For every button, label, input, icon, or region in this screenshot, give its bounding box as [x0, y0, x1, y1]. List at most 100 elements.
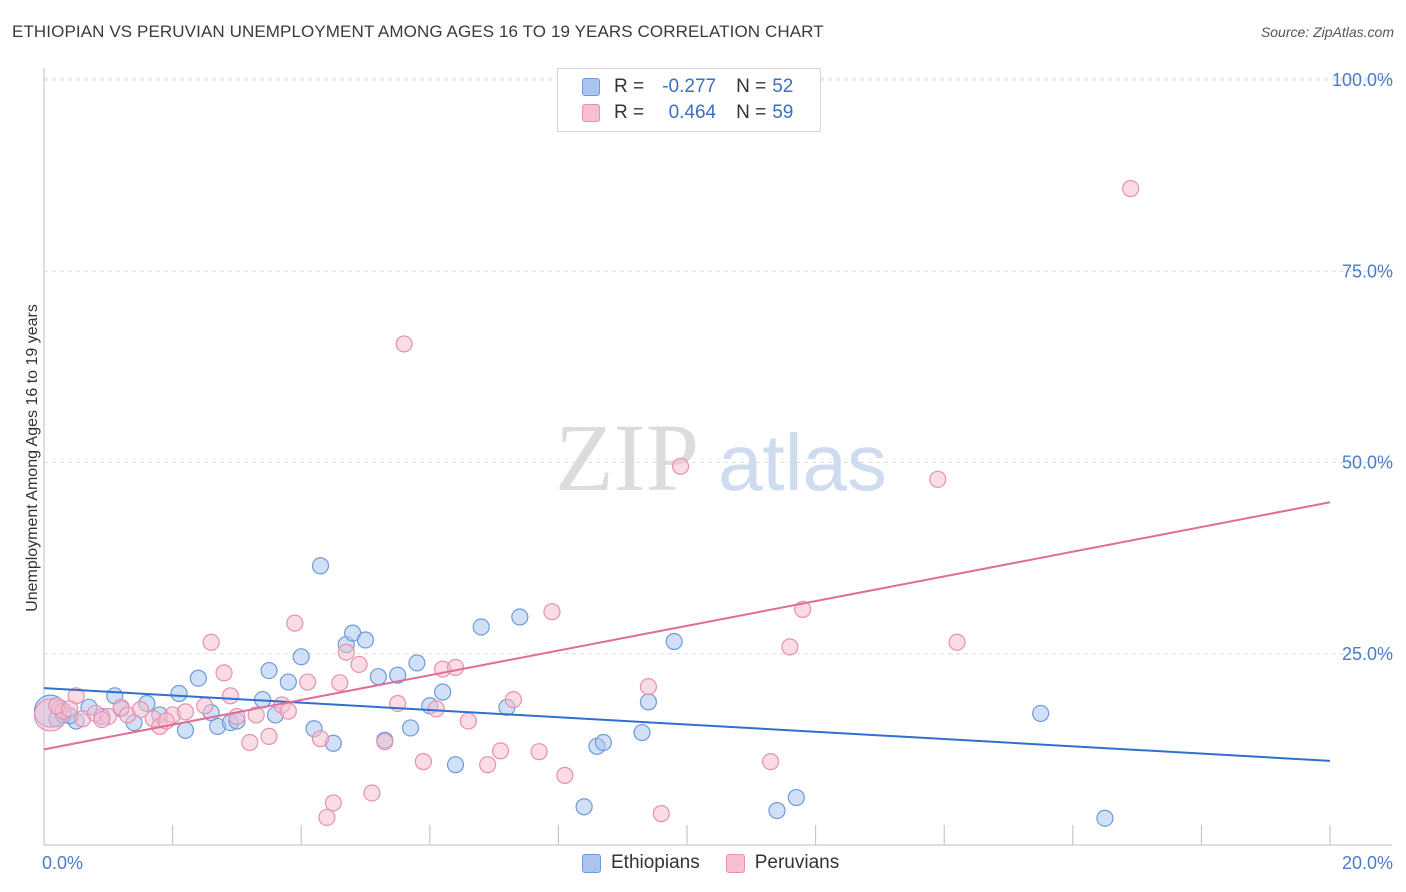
peruvians-point	[376, 733, 394, 751]
peruvians-trend-line	[43, 501, 1331, 751]
gridlines	[44, 77, 1392, 655]
ethiopians-point	[389, 666, 407, 684]
ethiopians-point	[575, 798, 593, 816]
peruvians-point	[781, 638, 799, 656]
legend-row-ethiopians: R = -0.277 N = 52	[582, 75, 793, 99]
peruvians-point	[93, 710, 111, 729]
legend-row-peruvians: R = 0.464 N = 59	[582, 101, 793, 125]
peruvians-point	[247, 706, 265, 724]
peruvians-point	[176, 703, 195, 721]
ethiopians-point	[176, 721, 195, 739]
peruvians-point	[241, 733, 259, 752]
legend-item-peruvians: Peruvians	[725, 852, 840, 874]
peruvians-point	[556, 766, 574, 784]
ethiopians-point	[472, 618, 490, 636]
peruvians-point	[395, 335, 413, 353]
ethiopians-point	[511, 608, 529, 626]
peruvians-point	[311, 730, 330, 748]
source-label: Source: ZipAtlas.com	[1260, 24, 1394, 40]
peruvians-point	[350, 655, 368, 674]
ethiopians-point	[768, 801, 786, 820]
series-legend: Ethiopians Peruvians	[582, 852, 865, 874]
peruvians-point	[504, 691, 522, 709]
peruvians-point	[131, 700, 150, 719]
ethiopians-point	[633, 723, 651, 742]
y-axis-label: Unemployment Among Ages 16 to 19 years	[24, 304, 41, 612]
peruvians-point	[671, 457, 690, 475]
peruvians-point	[331, 674, 349, 692]
peruvians-point	[324, 794, 342, 812]
peruvians-point	[491, 742, 510, 760]
ethiopians-point	[408, 654, 426, 672]
y-tick-label: 25.0%	[1342, 644, 1393, 664]
peruvians-point	[299, 673, 317, 691]
peruvians-point	[459, 712, 477, 730]
peruvians-point	[427, 700, 445, 718]
peruvians-point	[318, 808, 336, 827]
x-tick-label: 0.0%	[42, 853, 83, 873]
peruvians-legend-label: Peruvians	[754, 852, 840, 873]
ethiopians-point	[189, 669, 207, 687]
peruvians-point	[479, 756, 497, 774]
ethiopians-points	[33, 557, 1114, 827]
peruvians-point	[929, 470, 947, 488]
peruvians-point	[543, 603, 561, 621]
chart-title: ETHIOPIAN VS PERUVIAN UNEMPLOYMENT AMONG…	[12, 22, 824, 41]
peruvians-n-value: 59	[772, 102, 794, 123]
peruvians-r-value: 0.464	[668, 102, 717, 123]
ethiopians-point	[279, 673, 297, 691]
y-tick-label: 50.0%	[1342, 453, 1393, 473]
watermark-zip: ZIP	[555, 404, 699, 511]
peruvians-point	[794, 600, 812, 618]
ethiopians-point	[665, 632, 683, 651]
peruvians-point	[363, 784, 381, 802]
peruvians-point	[221, 687, 240, 705]
peruvians-n-label: N =	[736, 102, 767, 123]
peruvians-point	[530, 743, 548, 761]
ethiopians-point	[434, 683, 452, 701]
peruvians-point	[948, 633, 966, 651]
ethiopians-point	[356, 631, 375, 649]
ethiopians-trend-line	[43, 687, 1331, 762]
ethiopians-point	[170, 684, 188, 703]
trend-lines	[43, 501, 1331, 762]
ethiopians-point	[787, 788, 805, 807]
peruvians-point	[761, 753, 780, 771]
peruvians-point	[202, 633, 220, 651]
peruvians-swatch	[582, 104, 600, 122]
ethiopians-point	[311, 557, 330, 575]
peruvians-point	[639, 678, 658, 696]
ethiopians-legend-swatch	[582, 853, 601, 873]
peruvians-point	[652, 805, 670, 823]
ethiopians-point	[594, 733, 613, 752]
peruvians-legend-swatch	[725, 853, 745, 873]
peruvians-point	[61, 700, 79, 718]
legend-item-ethiopians: Ethiopians	[582, 852, 700, 874]
ethiopians-swatch	[582, 78, 600, 96]
peruvians-point	[215, 664, 233, 682]
peruvians-point	[196, 697, 214, 715]
peruvians-point	[337, 643, 355, 661]
ethiopians-point	[1096, 809, 1114, 827]
tick-labels: 25.0% 50.0% 75.0% 100.0% 0.0% 20.0%	[42, 70, 1393, 873]
ethiopians-point	[369, 668, 387, 686]
x-tick-label: 20.0%	[1342, 853, 1393, 873]
ethiopians-point	[639, 693, 658, 711]
ethiopians-r-label: R =	[614, 76, 645, 97]
ethiopians-legend-label: Ethiopians	[611, 852, 700, 873]
peruvians-point	[414, 753, 432, 771]
watermark-atlas: atlas	[718, 418, 887, 507]
ethiopians-r-value: -0.277	[662, 76, 717, 97]
ethiopians-point	[401, 719, 420, 737]
ethiopians-n-label: N =	[736, 76, 767, 97]
peruvians-point	[286, 614, 304, 632]
y-tick-label: 100.0%	[1332, 70, 1393, 90]
peruvians-point	[446, 658, 465, 677]
peruvians-r-label: R =	[614, 102, 645, 123]
ethiopians-point	[1032, 704, 1050, 723]
ethiopians-point	[446, 756, 465, 774]
ethiopians-n-value: 52	[772, 76, 794, 97]
ethiopians-point	[260, 661, 278, 680]
peruvians-point	[1122, 180, 1140, 198]
